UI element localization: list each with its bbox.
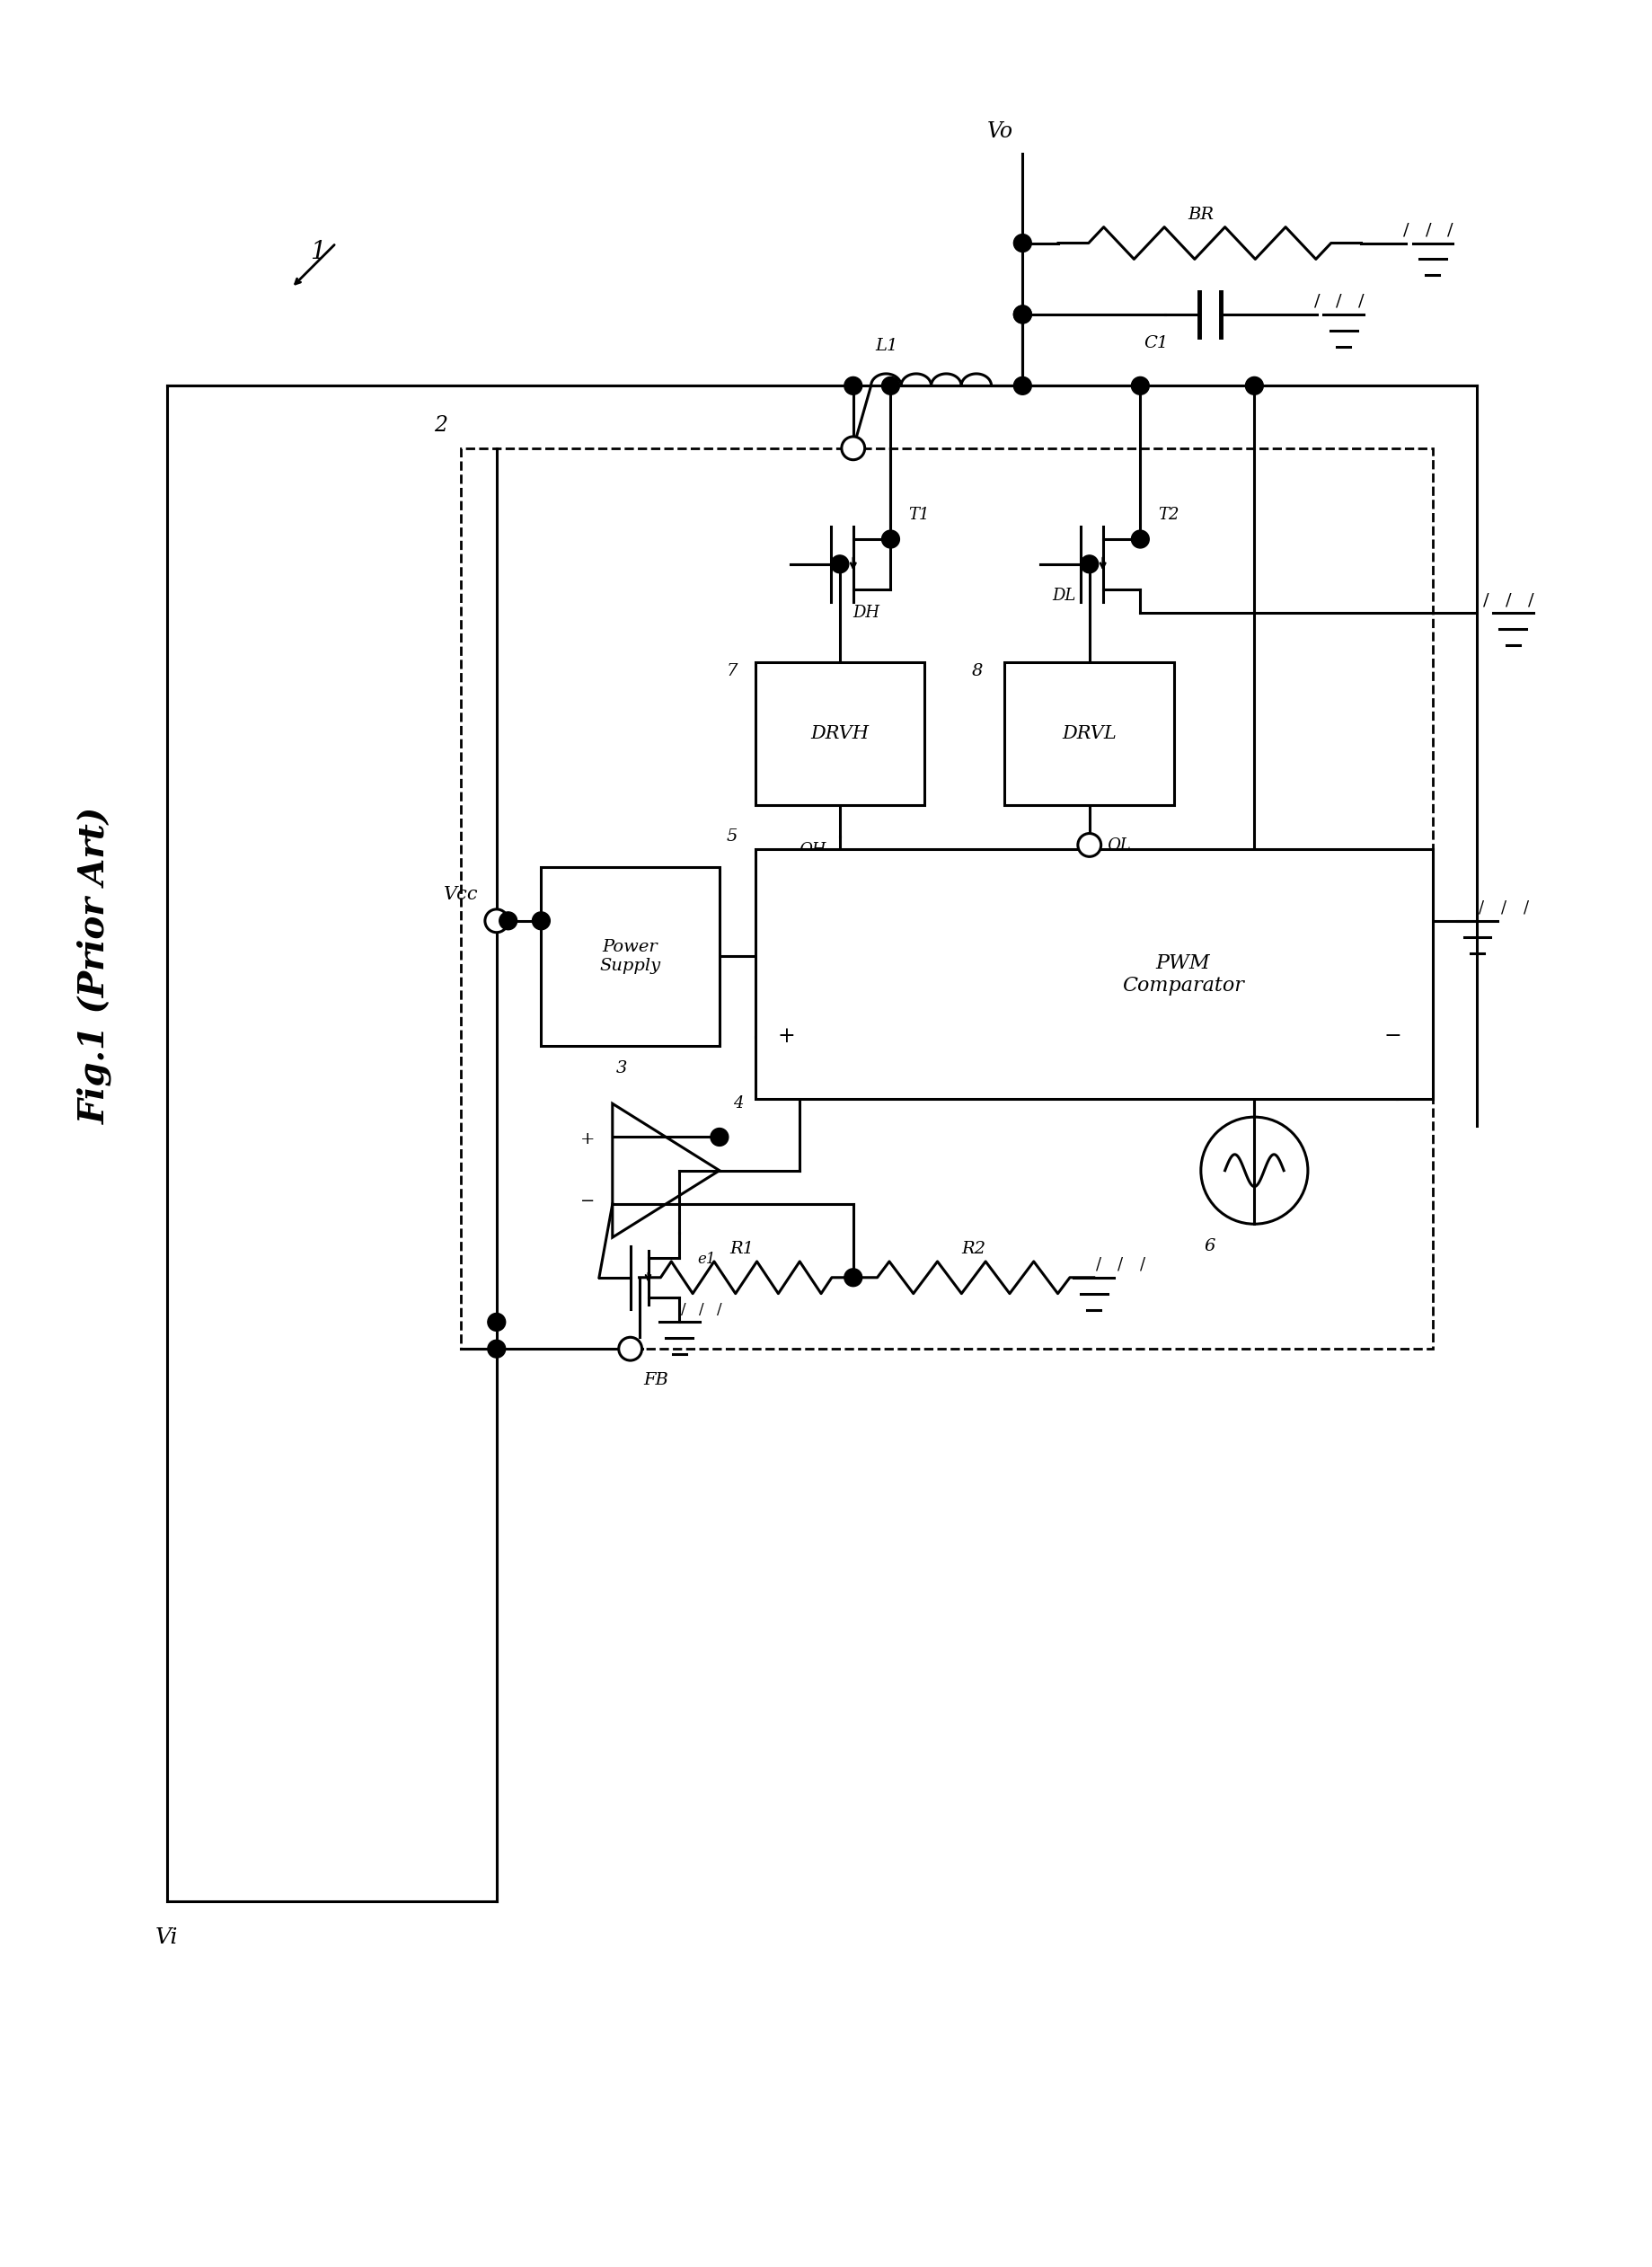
- Text: −: −: [1384, 1027, 1401, 1047]
- Text: /: /: [1479, 900, 1485, 916]
- Circle shape: [1080, 555, 1099, 574]
- Circle shape: [532, 911, 550, 929]
- Text: C1: C1: [1145, 336, 1168, 351]
- Text: /: /: [1140, 1256, 1146, 1274]
- Circle shape: [844, 376, 862, 394]
- Text: BR: BR: [1188, 206, 1214, 222]
- Text: T2: T2: [1158, 508, 1180, 524]
- Circle shape: [882, 376, 900, 394]
- Text: QL: QL: [1107, 837, 1132, 852]
- Bar: [542, 868, 720, 1045]
- Circle shape: [1014, 306, 1031, 324]
- Text: /: /: [1358, 295, 1365, 311]
- Text: /: /: [1505, 592, 1512, 610]
- Text: Vo: Vo: [988, 122, 1014, 143]
- Bar: [1004, 662, 1175, 805]
- Text: Power
Supply: Power Supply: [600, 939, 661, 975]
- Text: Vcc: Vcc: [444, 886, 479, 902]
- Text: −: −: [580, 1195, 595, 1211]
- Text: e1: e1: [697, 1251, 715, 1267]
- Text: FB: FB: [644, 1372, 669, 1387]
- Circle shape: [1014, 306, 1031, 324]
- Text: +: +: [580, 1131, 595, 1147]
- Text: QH: QH: [800, 841, 826, 857]
- Text: 4: 4: [733, 1095, 743, 1111]
- Text: DRVL: DRVL: [1062, 725, 1117, 741]
- Circle shape: [486, 909, 509, 932]
- Text: /: /: [1095, 1256, 1102, 1274]
- Text: R2: R2: [961, 1240, 986, 1258]
- Bar: [461, 449, 1432, 1349]
- Text: Vi: Vi: [155, 1927, 178, 1947]
- Text: 3: 3: [616, 1061, 628, 1077]
- Circle shape: [831, 555, 849, 574]
- Text: 8: 8: [971, 662, 983, 680]
- Circle shape: [1132, 376, 1150, 394]
- Circle shape: [1246, 376, 1264, 394]
- Circle shape: [620, 1338, 643, 1360]
- Text: /: /: [1403, 222, 1409, 238]
- Circle shape: [499, 911, 517, 929]
- Text: 6: 6: [1204, 1238, 1216, 1254]
- Text: /: /: [699, 1301, 704, 1317]
- Text: /: /: [1118, 1256, 1123, 1274]
- Circle shape: [844, 1270, 862, 1285]
- Bar: [755, 850, 1432, 1099]
- Text: /: /: [1336, 295, 1341, 311]
- Circle shape: [487, 1313, 506, 1331]
- Text: +: +: [778, 1027, 795, 1047]
- Text: T1: T1: [909, 508, 930, 524]
- Circle shape: [1014, 376, 1031, 394]
- Text: 7: 7: [727, 662, 737, 680]
- Text: /: /: [1523, 900, 1530, 916]
- Text: /: /: [717, 1301, 722, 1317]
- Text: /: /: [1447, 222, 1454, 238]
- Text: 5: 5: [727, 827, 737, 843]
- Circle shape: [487, 1340, 506, 1358]
- Text: DRVH: DRVH: [811, 725, 869, 741]
- Bar: [755, 662, 925, 805]
- Text: /: /: [1483, 592, 1488, 610]
- Text: 1: 1: [311, 240, 325, 265]
- Text: /: /: [1502, 900, 1507, 916]
- Text: /: /: [1528, 592, 1533, 610]
- Circle shape: [1132, 530, 1150, 549]
- Text: /: /: [1313, 295, 1320, 311]
- Text: PWM
Comparator: PWM Comparator: [1122, 952, 1244, 995]
- Text: R1: R1: [730, 1240, 753, 1258]
- Circle shape: [882, 530, 900, 549]
- Text: DL: DL: [1052, 587, 1075, 603]
- Text: DH: DH: [852, 605, 881, 621]
- Text: L1: L1: [876, 338, 899, 354]
- Text: Fig.1 (Prior Art): Fig.1 (Prior Art): [78, 807, 112, 1124]
- Circle shape: [1077, 834, 1100, 857]
- Text: /: /: [681, 1301, 686, 1317]
- Circle shape: [1014, 234, 1031, 252]
- Text: /: /: [1426, 222, 1431, 238]
- Circle shape: [841, 438, 864, 460]
- Text: 2: 2: [434, 415, 448, 435]
- Circle shape: [710, 1129, 729, 1147]
